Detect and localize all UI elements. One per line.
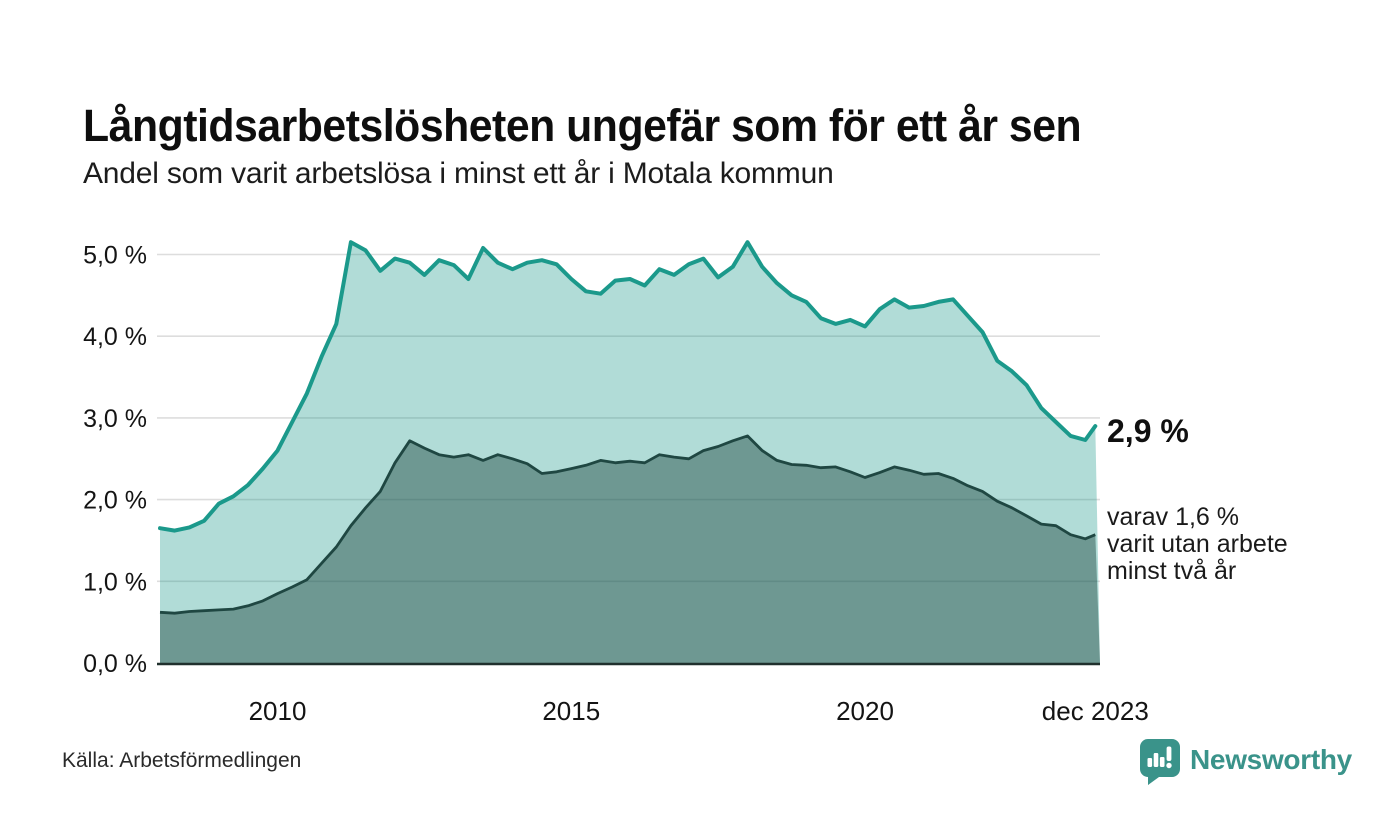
series-line-one-year: [158, 240, 1098, 533]
x-tick-label: 2020: [836, 696, 894, 726]
x-tick-label: dec 2023: [1042, 696, 1149, 726]
y-tick-label: 1,0 %: [83, 568, 147, 596]
y-tick-label: 0,0 %: [83, 650, 147, 678]
newsworthy-icon: [1140, 739, 1180, 785]
y-tick-label: 3,0 %: [83, 405, 147, 433]
x-tick-label: 2010: [249, 696, 307, 726]
page-title: Långtidsarbetslösheten ungefär som för e…: [83, 100, 1082, 152]
source-label: Källa: Arbetsförmedlingen: [62, 749, 302, 772]
y-tick-label: 4,0 %: [83, 323, 147, 351]
secondary-annotation-line3: minst två år: [1107, 557, 1237, 585]
secondary-annotation: varav 1,6 % varit utan arbete minst två …: [1107, 504, 1288, 585]
y-tick-label: 5,0 %: [83, 242, 147, 270]
series-line-two-year: [159, 434, 1096, 615]
exclamation-glyph: [1166, 746, 1172, 769]
bar-chart-glyph: [1147, 753, 1165, 767]
speech-bubble-tail: [1148, 774, 1159, 785]
y-tick-label: 2,0 %: [83, 487, 147, 515]
x-tick-label: 2015: [542, 696, 600, 726]
series-area-two-year: [160, 435, 1100, 663]
series-area-one-year: [160, 242, 1100, 663]
latest-value-annotation: 2,9 %: [1107, 413, 1189, 449]
secondary-annotation-line1: varav 1,6 %: [1107, 503, 1240, 531]
secondary-annotation-line2: varit utan arbete: [1107, 530, 1288, 558]
chart-subtitle: Andel som varit arbetslösa i minst ett å…: [83, 157, 834, 190]
brand-name: Newsworthy: [1190, 744, 1352, 775]
newsworthy-logo: Newsworthy: [1139, 738, 1352, 786]
